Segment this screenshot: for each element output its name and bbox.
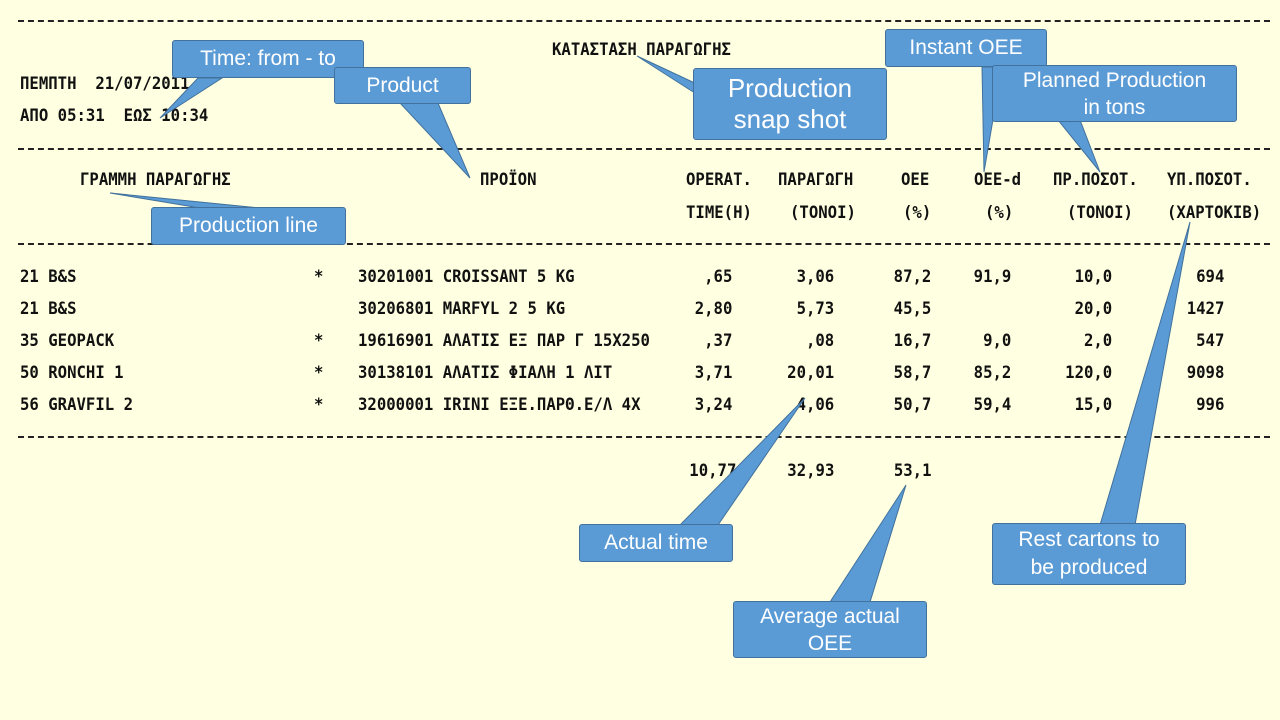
pointer-time-range <box>159 77 224 119</box>
row-production: 20,01 <box>787 363 835 383</box>
pointer-planned <box>1056 119 1101 173</box>
row-time: 3,71 <box>694 363 733 383</box>
row-line: 50 RONCHI 1 <box>20 363 124 383</box>
separator-totals <box>18 436 1270 438</box>
column-header-production: ΠΑΡΑΓΩΓΗ <box>778 170 854 190</box>
row-time: 3,24 <box>694 395 733 415</box>
separator-header-bottom <box>18 243 1270 245</box>
column-header-line: ΓΡΑΜΜΗ ΠΑΡΑΓΩΓΗΣ <box>80 170 231 190</box>
separator-header-top <box>18 148 1270 150</box>
row-rest: 996 <box>1196 395 1225 415</box>
row-time: ,37 <box>704 331 733 351</box>
report-date: ΠΕΜΠΤΗ 21/07/2011 <box>20 74 190 94</box>
total-time: 10,77 <box>689 461 737 481</box>
row-product: 19616901 ΑΛΑΤΙΣ ΕΞ ΠΑΡ Γ 15X250 <box>358 331 650 351</box>
row-production: 3,06 <box>796 267 835 287</box>
row-rest: 694 <box>1196 267 1225 287</box>
row-oee: 58,7 <box>893 363 932 383</box>
report-title: ΚΑΤΑΣΤΑΣΗ ΠΑΡΑΓΩΓΗΣ <box>552 40 731 60</box>
callout-instant-oee: Instant OEE <box>885 29 1047 67</box>
callout-average-oee: Average actual OEE <box>733 601 927 658</box>
report-time-range: ΑΠΟ 05:31 ΕΩΣ 10:34 <box>20 106 209 126</box>
callout-time-range: Time: from - to <box>172 40 364 78</box>
callout-production-line: Production line <box>151 207 346 245</box>
column-header-oee: OEE <box>901 170 930 190</box>
callout-planned-production: Planned Production in tons <box>992 65 1237 122</box>
row-time: ,65 <box>704 267 733 287</box>
row-planned: 20,0 <box>1074 299 1113 319</box>
row-planned: 15,0 <box>1074 395 1113 415</box>
column-header-rest: ΥΠ.ΠΟΣΟΤ. <box>1167 170 1252 190</box>
pointer-avg-oee <box>829 484 907 603</box>
total-production: 32,93 <box>787 461 835 481</box>
row-oee: 87,2 <box>893 267 932 287</box>
pointer-actual-time <box>678 397 806 526</box>
column-header-oee-d: OEE-d <box>974 170 1022 190</box>
row-oee-d: 9,0 <box>983 331 1012 351</box>
row-product: 30201001 CROISSANT 5 KG <box>358 267 575 287</box>
row-line: 21 B&S <box>20 267 77 287</box>
column-header-oee-unit: (%) <box>903 203 932 223</box>
row-flag: * <box>314 395 324 415</box>
row-time: 2,80 <box>694 299 733 319</box>
row-line: 35 GEOPACK <box>20 331 115 351</box>
column-header-planned: ΠΡ.ΠΟΣΟΤ. <box>1053 170 1138 190</box>
row-rest: 9098 <box>1186 363 1225 383</box>
pointer-product <box>398 102 471 179</box>
row-oee: 45,5 <box>893 299 932 319</box>
column-header-operat: OPERAT. <box>686 170 752 190</box>
column-header-time: TIME(H) <box>686 203 752 223</box>
row-rest: 1427 <box>1186 299 1225 319</box>
row-oee: 50,7 <box>893 395 932 415</box>
row-rest: 547 <box>1196 331 1225 351</box>
column-header-rest-unit: (ΧΑΡΤΟΚΙΒ) <box>1167 203 1262 223</box>
row-planned: 120,0 <box>1065 363 1113 383</box>
row-line: 21 B&S <box>20 299 77 319</box>
row-oee: 16,7 <box>893 331 932 351</box>
callout-actual-time: Actual time <box>579 524 733 562</box>
row-production: 4,06 <box>796 395 835 415</box>
row-production: ,08 <box>805 331 835 351</box>
row-flag: * <box>314 267 324 287</box>
row-oee-d: 59,4 <box>973 395 1012 415</box>
separator-top <box>18 20 1270 22</box>
row-line: 56 GRAVFIL 2 <box>20 395 134 415</box>
column-header-planned-unit: (ΤΟΝΟΙ) <box>1067 203 1133 223</box>
row-production: 5,73 <box>796 299 835 319</box>
callout-product: Product <box>334 67 471 104</box>
row-planned: 10,0 <box>1074 267 1113 287</box>
pointer-line <box>109 192 261 209</box>
row-oee-d: 85,2 <box>973 363 1012 383</box>
row-product: 30206801 MARFYL 2 5 KG <box>358 299 566 319</box>
column-header-oee-d-unit: (%) <box>985 203 1014 223</box>
row-planned: 2,0 <box>1083 331 1113 351</box>
column-header-production-unit: (ΤΟΝΟΙ) <box>790 203 856 223</box>
column-header-product: ΠΡΟΪΟΝ <box>480 170 537 190</box>
callout-snapshot: Production snap shot <box>693 68 887 140</box>
row-product: 32000001 IRINI ΕΞΕ.ΠΑΡΘ.Ε/Λ 4X <box>358 395 641 415</box>
row-flag: * <box>314 363 324 383</box>
total-oee: 53,1 <box>893 461 932 481</box>
row-oee-d: 91,9 <box>973 267 1012 287</box>
callout-rest-cartons: Rest cartons to be produced <box>992 523 1186 585</box>
row-product: 30138101 ΑΛΑΤΙΣ ΦΙΑΛΗ 1 ΛΙΤ <box>358 363 613 383</box>
pointer-rest <box>1099 221 1191 526</box>
row-flag: * <box>314 331 324 351</box>
